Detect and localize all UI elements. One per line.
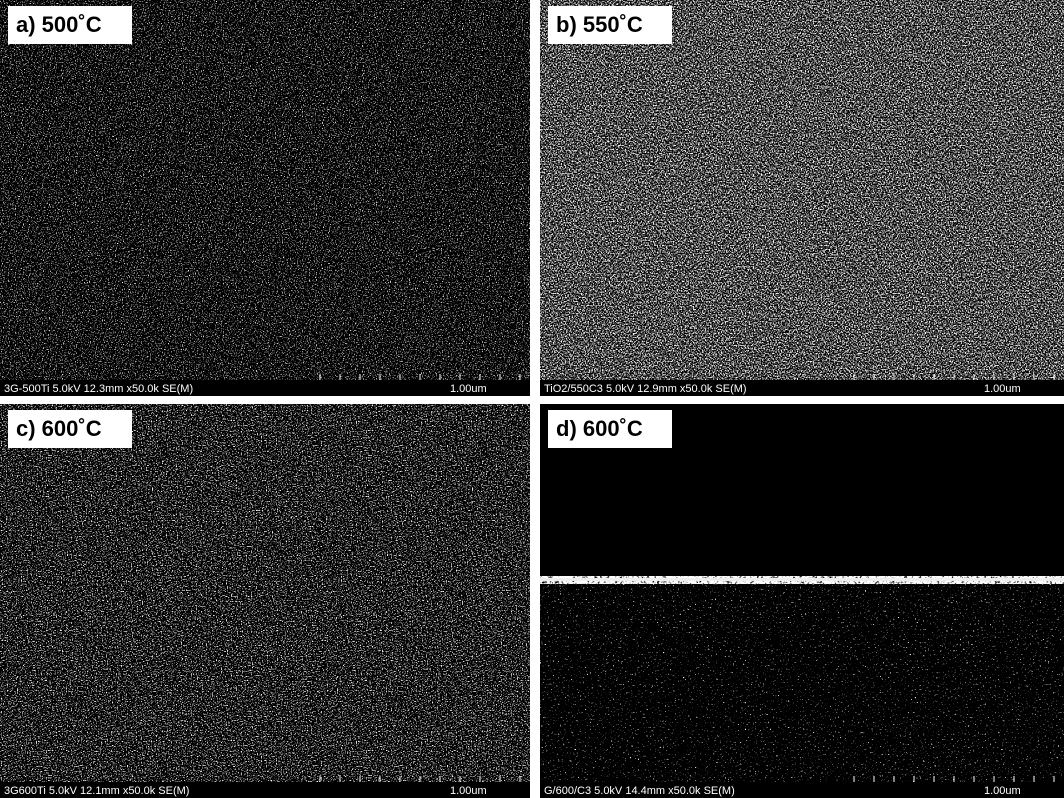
info-text: 3G600Ti 5.0kV 12.1mm x50.0k SE(M)	[4, 785, 189, 797]
specimen-texture	[0, 0, 530, 380]
panel-label: b) 550˚C	[556, 12, 643, 37]
label-box	[8, 410, 132, 448]
label-box	[8, 6, 132, 44]
sem-panel: TiO2/550C3 5.0kV 12.9mm x50.0k SE(M) 1.00…	[540, 0, 1064, 396]
panel-label: d) 600˚C	[556, 416, 643, 441]
sem-panel: 3G600Ti 5.0kV 12.1mm x50.0k SE(M) 1.00um c…	[0, 404, 530, 798]
surface-line	[540, 578, 1064, 581]
info-text: 3G-500Ti 5.0kV 12.3mm x50.0k SE(M)	[4, 383, 193, 395]
info-bar	[540, 380, 1064, 396]
label-box	[548, 6, 672, 44]
sem-panel: G/600/C3 5.0kV 14.4mm x50.0k SE(M) 1.00um…	[540, 404, 1064, 798]
info-bar	[540, 782, 1064, 798]
scale-text: 1.00um	[450, 785, 487, 797]
specimen-texture	[0, 404, 530, 782]
label-box	[548, 410, 672, 448]
info-text: TiO2/550C3 5.0kV 12.9mm x50.0k SE(M)	[544, 383, 747, 395]
info-bar	[0, 380, 530, 396]
panel-label: a) 500˚C	[16, 12, 102, 37]
scale-text: 1.00um	[450, 383, 487, 395]
panel-label: c) 600˚C	[16, 416, 102, 441]
specimen-texture	[540, 584, 1064, 782]
specimen-texture	[540, 0, 1064, 380]
sem-panel: 3G-500Ti 5.0kV 12.3mm x50.0k SE(M) 1.00um…	[0, 0, 530, 396]
scale-text: 1.00um	[984, 383, 1021, 395]
info-text: G/600/C3 5.0kV 14.4mm x50.0k SE(M)	[544, 785, 735, 797]
info-bar	[0, 782, 530, 798]
scale-text: 1.00um	[984, 785, 1021, 797]
